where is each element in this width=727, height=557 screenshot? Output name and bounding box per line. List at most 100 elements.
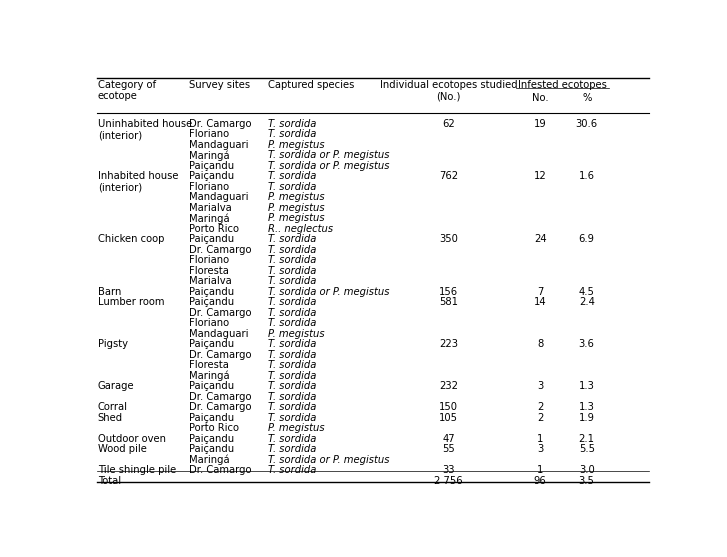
Text: 14: 14 [534, 297, 547, 307]
Text: Shed: Shed [97, 413, 123, 423]
Text: 2 756: 2 756 [434, 476, 463, 486]
Text: T. sordida or P. megistus: T. sordida or P. megistus [268, 455, 390, 465]
Text: Paiçandu: Paiçandu [190, 444, 235, 455]
Text: 3: 3 [537, 444, 543, 455]
Text: T. sordida: T. sordida [268, 307, 317, 317]
Text: 1.3: 1.3 [579, 381, 595, 391]
Text: Tile shingle pile: Tile shingle pile [97, 465, 176, 475]
Text: T. sordida: T. sordida [268, 350, 317, 360]
Text: T. sordida: T. sordida [268, 182, 317, 192]
Text: Dr. Camargo: Dr. Camargo [190, 350, 252, 360]
Text: 12: 12 [534, 171, 547, 181]
Text: Chicken coop: Chicken coop [97, 234, 164, 244]
Text: Porto Rico: Porto Rico [190, 423, 239, 433]
Text: Garage: Garage [97, 381, 134, 391]
Text: Floresta: Floresta [190, 266, 229, 276]
Text: T. sordida: T. sordida [268, 119, 317, 129]
Text: Paiçandu: Paiçandu [190, 287, 235, 297]
Text: Barn: Barn [97, 287, 121, 297]
Text: 223: 223 [439, 339, 458, 349]
Text: 33: 33 [443, 465, 455, 475]
Text: Total: Total [97, 476, 121, 486]
Text: T. sordida: T. sordida [268, 318, 317, 328]
Text: Paiçandu: Paiçandu [190, 339, 235, 349]
Text: Category of
ecotope: Category of ecotope [97, 80, 156, 101]
Text: 8: 8 [537, 339, 543, 349]
Text: Mandaguari: Mandaguari [190, 329, 249, 339]
Text: Lumber room: Lumber room [97, 297, 164, 307]
Text: T. sordida: T. sordida [268, 444, 317, 455]
Text: 19: 19 [534, 119, 547, 129]
Text: 30.6: 30.6 [576, 119, 598, 129]
Text: T. sordida: T. sordida [268, 234, 317, 244]
Text: 5.5: 5.5 [579, 444, 595, 455]
Text: 156: 156 [439, 287, 458, 297]
Text: Maringá: Maringá [190, 455, 230, 465]
Text: 55: 55 [442, 444, 455, 455]
Text: P. megistus: P. megistus [268, 213, 325, 223]
Text: 24: 24 [534, 234, 547, 244]
Text: No.: No. [532, 92, 548, 102]
Text: 1: 1 [537, 434, 543, 444]
Text: Survey sites: Survey sites [190, 80, 251, 90]
Text: Floriano: Floriano [190, 182, 230, 192]
Text: Wood pile: Wood pile [97, 444, 147, 455]
Text: Paiçandu: Paiçandu [190, 297, 235, 307]
Text: Infested ecotopes: Infested ecotopes [518, 80, 607, 90]
Text: %: % [582, 92, 591, 102]
Text: 762: 762 [439, 171, 458, 181]
Text: Paiçandu: Paiçandu [190, 381, 235, 391]
Text: T. sordida: T. sordida [268, 402, 317, 412]
Text: 6.9: 6.9 [579, 234, 595, 244]
Text: 1.6: 1.6 [579, 171, 595, 181]
Text: P. megistus: P. megistus [268, 423, 325, 433]
Text: Dr. Camargo: Dr. Camargo [190, 402, 252, 412]
Text: 7: 7 [537, 287, 543, 297]
Text: Dr. Camargo: Dr. Camargo [190, 245, 252, 255]
Text: Dr. Camargo: Dr. Camargo [190, 307, 252, 317]
Text: T. sordida: T. sordida [268, 413, 317, 423]
Text: Mandaguari: Mandaguari [190, 192, 249, 202]
Text: Pigsty: Pigsty [97, 339, 128, 349]
Text: Inhabited house
(interior): Inhabited house (interior) [97, 171, 178, 193]
Text: 96: 96 [534, 476, 547, 486]
Text: 2.1: 2.1 [579, 434, 595, 444]
Text: Paiçandu: Paiçandu [190, 234, 235, 244]
Text: Floresta: Floresta [190, 360, 229, 370]
Text: 232: 232 [439, 381, 458, 391]
Text: 47: 47 [442, 434, 455, 444]
Text: 150: 150 [439, 402, 458, 412]
Text: Individual ecotopes studied
(No.): Individual ecotopes studied (No.) [379, 80, 518, 101]
Text: Mandaguari: Mandaguari [190, 139, 249, 149]
Text: Maringá: Maringá [190, 371, 230, 381]
Text: P. megistus: P. megistus [268, 329, 325, 339]
Text: T. sordida: T. sordida [268, 434, 317, 444]
Text: 62: 62 [442, 119, 455, 129]
Text: Floriano: Floriano [190, 255, 230, 265]
Text: 3.0: 3.0 [579, 465, 595, 475]
Text: T. sordida: T. sordida [268, 392, 317, 402]
Text: 2: 2 [537, 402, 543, 412]
Text: Floriano: Floriano [190, 129, 230, 139]
Text: Paiçandu: Paiçandu [190, 434, 235, 444]
Text: Marialva: Marialva [190, 203, 232, 213]
Text: T. sordida: T. sordida [268, 245, 317, 255]
Text: T. sordida: T. sordida [268, 266, 317, 276]
Text: T. sordida: T. sordida [268, 339, 317, 349]
Text: 1.3: 1.3 [579, 402, 595, 412]
Text: 581: 581 [439, 297, 458, 307]
Text: T. sordida: T. sordida [268, 276, 317, 286]
Text: Porto Rico: Porto Rico [190, 223, 239, 233]
Text: T. sordida or P. megistus: T. sordida or P. megistus [268, 160, 390, 170]
Text: T. sordida: T. sordida [268, 371, 317, 380]
Text: T. sordida: T. sordida [268, 381, 317, 391]
Text: Maringá: Maringá [190, 150, 230, 160]
Text: 350: 350 [439, 234, 458, 244]
Text: T. sordida: T. sordida [268, 129, 317, 139]
Text: Dr. Camargo: Dr. Camargo [190, 119, 252, 129]
Text: 3: 3 [537, 381, 543, 391]
Text: 2: 2 [537, 413, 543, 423]
Text: 3.5: 3.5 [579, 476, 595, 486]
Text: T. sordida: T. sordida [268, 297, 317, 307]
Text: P. megistus: P. megistus [268, 192, 325, 202]
